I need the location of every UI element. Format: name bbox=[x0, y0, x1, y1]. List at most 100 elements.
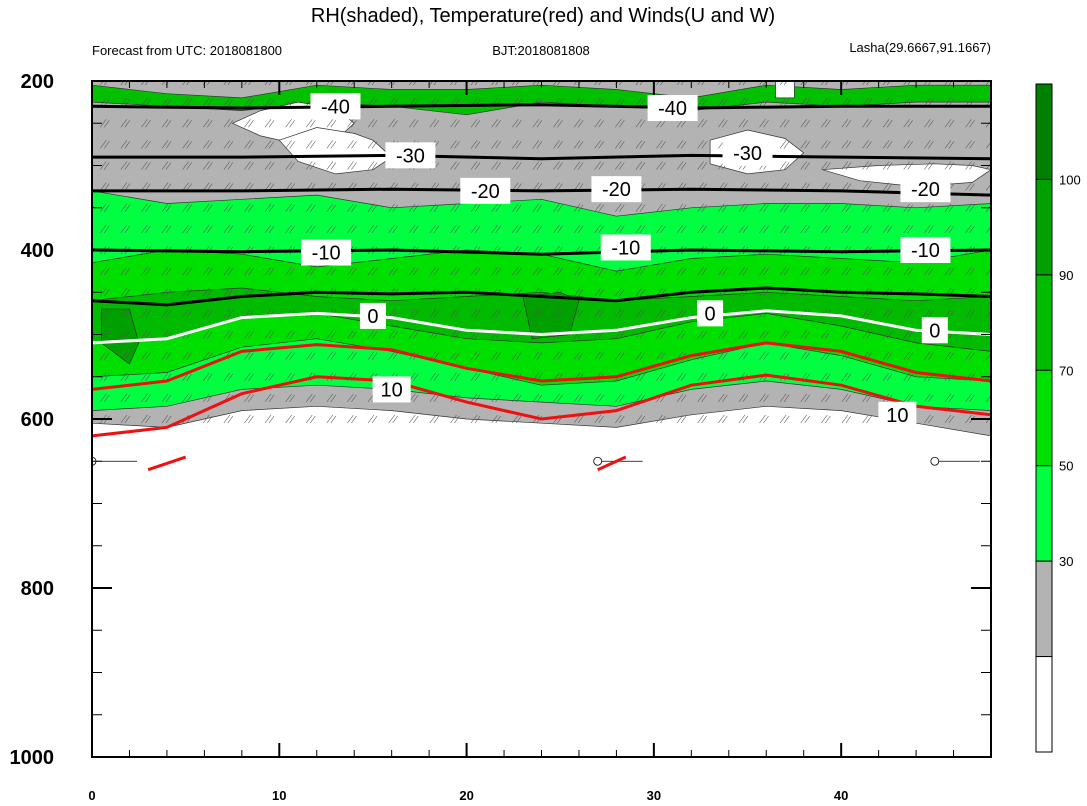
wind-barb bbox=[470, 224, 481, 234]
contour-label: 10 bbox=[372, 376, 411, 403]
wind-barb bbox=[656, 266, 666, 276]
wind-barb bbox=[244, 97, 254, 107]
wind-barb bbox=[779, 414, 790, 424]
contour-label-text: -10 bbox=[312, 243, 341, 265]
wind-barb bbox=[409, 414, 419, 424]
colorbar-tick-label: 90 bbox=[1059, 268, 1073, 283]
wind-barb bbox=[141, 266, 151, 276]
wind-barb bbox=[532, 224, 543, 234]
wind-barb bbox=[779, 203, 790, 212]
wind-barb bbox=[491, 351, 501, 360]
wind-barb bbox=[161, 161, 172, 170]
wind-barb bbox=[285, 161, 295, 170]
wind-barb bbox=[347, 119, 357, 128]
wind-barb bbox=[347, 224, 357, 234]
wind-barb bbox=[594, 309, 604, 318]
wind-barb bbox=[367, 351, 378, 360]
wind-barb bbox=[264, 351, 275, 360]
wind-barb bbox=[676, 266, 687, 276]
wind-barb bbox=[821, 351, 831, 360]
wind-barb bbox=[553, 351, 563, 360]
wind-barb bbox=[944, 161, 955, 170]
wind-barb bbox=[450, 140, 460, 149]
wind-barb bbox=[903, 330, 913, 339]
wind-barb bbox=[326, 266, 337, 276]
wind-barb bbox=[676, 330, 687, 339]
wind-barb bbox=[429, 309, 440, 318]
wind-barb bbox=[862, 393, 872, 403]
temperature-contour--10 bbox=[92, 248, 991, 256]
wind-barb bbox=[573, 351, 584, 360]
wind-barb bbox=[306, 203, 316, 212]
wind-barb bbox=[203, 266, 213, 276]
temperature-contour--40 bbox=[92, 103, 991, 110]
wind-barb bbox=[944, 351, 955, 360]
wind-barb bbox=[697, 119, 707, 128]
temperature-contour-fragment bbox=[597, 455, 627, 472]
wind-barb bbox=[512, 351, 522, 360]
wind-barb bbox=[264, 161, 275, 170]
wind-barb bbox=[347, 266, 357, 276]
wind-barb bbox=[738, 351, 749, 360]
wind-barb bbox=[821, 330, 831, 339]
wind-barb bbox=[99, 161, 110, 170]
wind-barb bbox=[697, 224, 707, 234]
wind-barb bbox=[450, 309, 460, 318]
wind-barb bbox=[223, 140, 234, 149]
wind-barb bbox=[120, 372, 131, 381]
wind-barb bbox=[141, 97, 151, 107]
wind-barb bbox=[512, 203, 522, 212]
contour-label: -10 bbox=[900, 237, 951, 263]
wind-barb bbox=[944, 266, 955, 276]
wind-barb bbox=[203, 309, 213, 318]
temperature-contour-5 bbox=[92, 341, 991, 391]
colorbar-segment bbox=[1035, 83, 1053, 180]
wind-barb bbox=[738, 330, 749, 339]
wind-barb bbox=[821, 414, 831, 424]
wind-barb bbox=[161, 119, 172, 128]
wind-barb bbox=[821, 161, 831, 170]
wind-barb bbox=[512, 266, 522, 276]
wind-barb bbox=[223, 266, 234, 276]
wind-barb bbox=[491, 203, 501, 212]
wind-barb bbox=[182, 140, 192, 149]
colorbar-tick-label: 30 bbox=[1059, 554, 1073, 569]
contour-label: 10 bbox=[878, 401, 917, 428]
contour-label: -20 bbox=[900, 176, 951, 203]
wind-barb bbox=[656, 224, 666, 234]
wind-barb bbox=[182, 203, 192, 212]
wind-barb bbox=[615, 161, 625, 170]
wind-barb bbox=[203, 224, 213, 234]
wind-barb bbox=[470, 140, 481, 149]
wind-barb bbox=[264, 414, 275, 424]
wind-barb bbox=[285, 372, 295, 381]
wind-barb bbox=[594, 288, 604, 297]
colorbar-segment bbox=[1035, 274, 1053, 371]
wind-barb bbox=[388, 119, 398, 128]
wind-barb bbox=[944, 119, 955, 128]
wind-barb bbox=[841, 330, 852, 339]
wind-barb bbox=[512, 393, 522, 403]
wind-barb bbox=[347, 161, 357, 170]
x-tick-label: 40 bbox=[834, 788, 848, 803]
wind-barb bbox=[223, 309, 234, 318]
wind-barb bbox=[635, 414, 646, 424]
wind-barb bbox=[635, 393, 646, 403]
wind-barb bbox=[965, 203, 975, 212]
contour-label: -30 bbox=[385, 142, 436, 169]
wind-barb bbox=[882, 266, 893, 276]
wind-barb bbox=[141, 351, 151, 360]
wind-barb bbox=[841, 266, 852, 276]
wind-barb bbox=[759, 414, 769, 424]
wind-barb bbox=[347, 203, 357, 212]
wind-barb bbox=[573, 393, 584, 403]
wind-barb bbox=[821, 224, 831, 234]
contour-label: 0 bbox=[921, 317, 948, 344]
wind-barb bbox=[779, 224, 790, 234]
wind-barb bbox=[573, 161, 584, 170]
wind-barb bbox=[965, 119, 975, 128]
wind-barb bbox=[635, 372, 646, 381]
wind-barb bbox=[924, 266, 934, 276]
wind-barb bbox=[635, 161, 646, 170]
wind-barb bbox=[203, 393, 213, 403]
